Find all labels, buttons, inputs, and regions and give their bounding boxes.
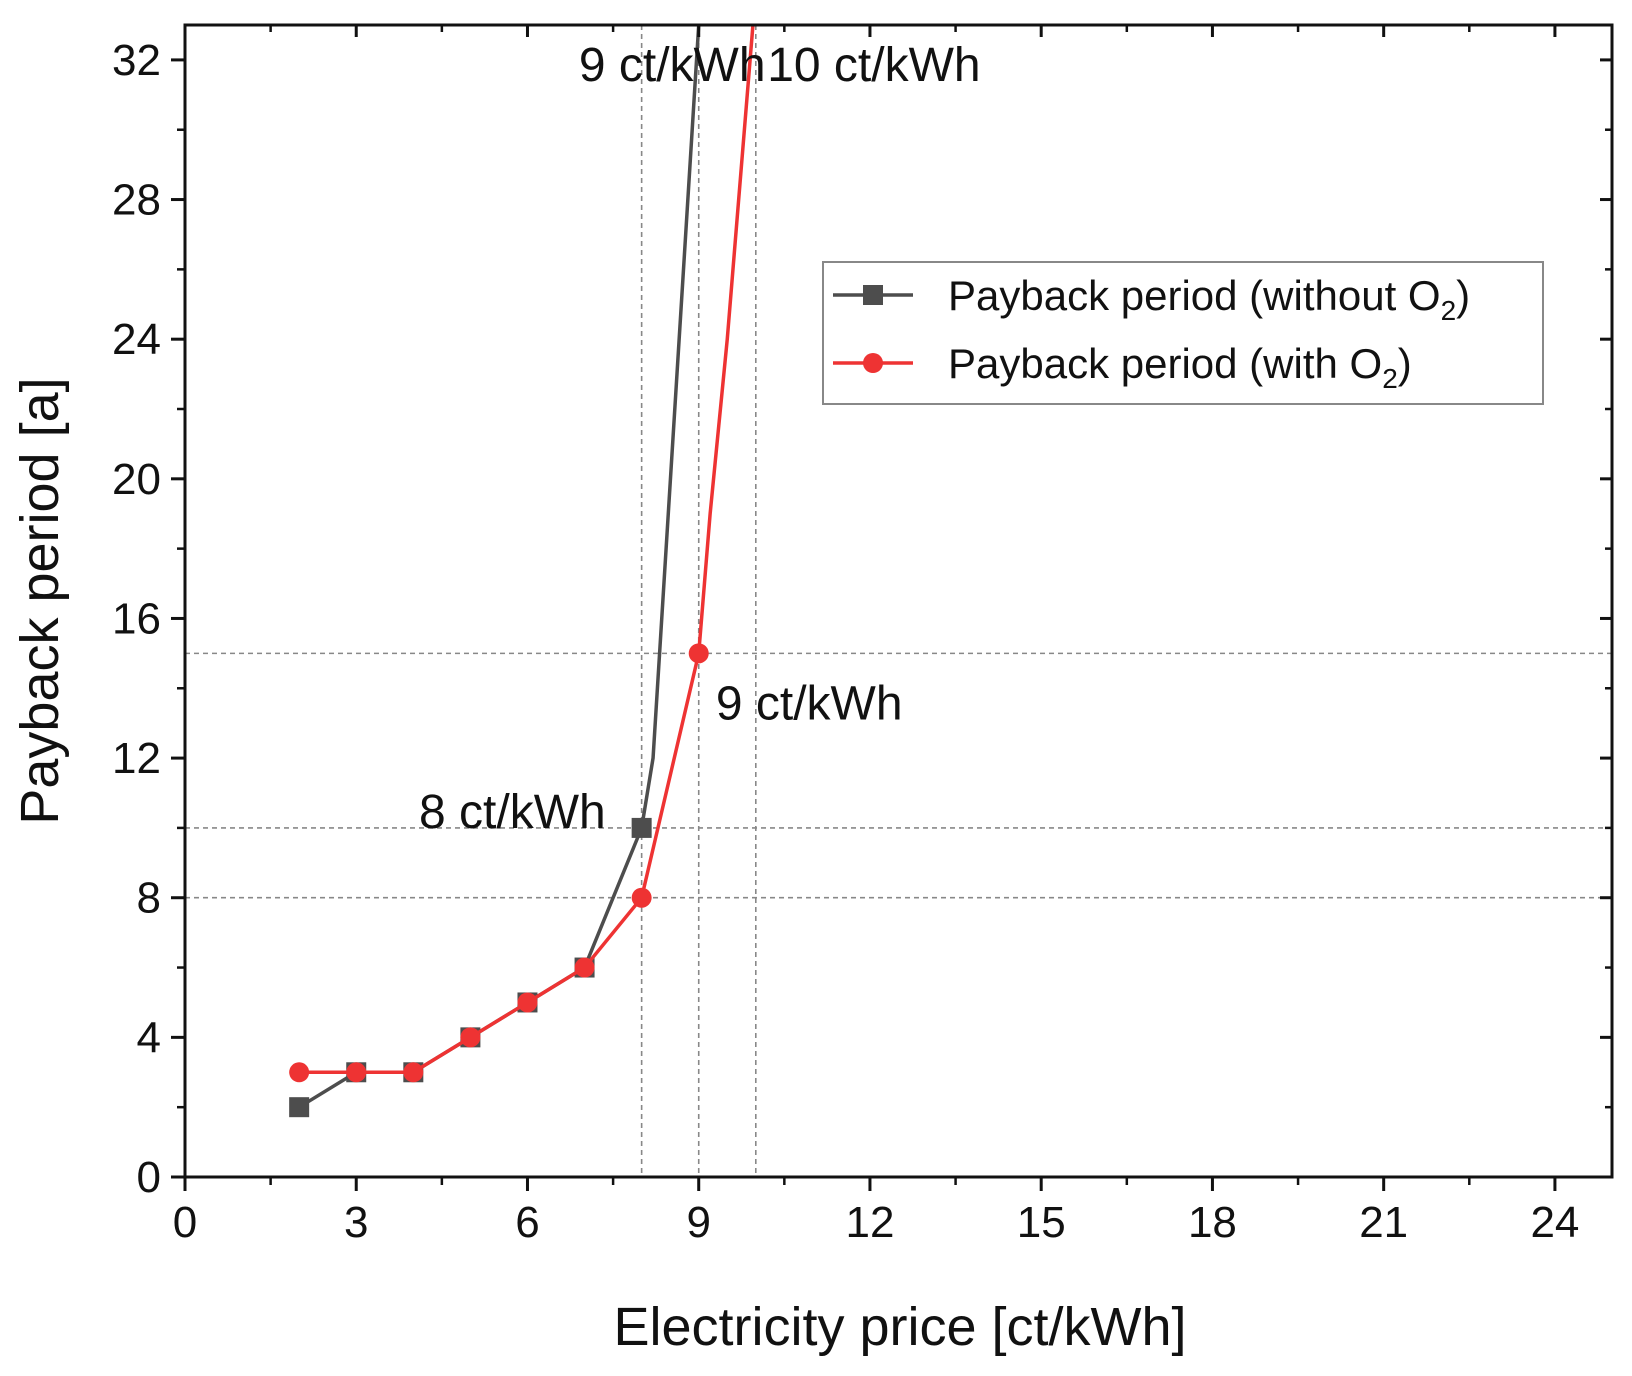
y-tick-label: 20 [112,455,161,504]
price-annotation: 9 ct/kWh [579,39,766,92]
legend-box [822,261,1544,405]
legend-marker-circle [863,353,883,373]
y-tick-label: 8 [137,874,161,923]
x-tick-label: 18 [1188,1198,1237,1247]
series-layer [289,25,755,1118]
series-line-2 [299,25,755,1075]
series-point-circle [688,643,709,664]
x-axis-title: Electricity price [ct/kWh] [613,1297,1186,1357]
plot-frame [183,23,1614,1179]
x-tick-label: 24 [1530,1198,1579,1247]
legend-label: Payback period (without O2) [948,272,1470,326]
x-tick-label: 0 [173,1198,197,1247]
y-tick-label: 16 [112,594,161,643]
series-point-circle [289,1062,310,1083]
price-annotation: 9 ct/kWh [716,678,903,731]
x-tick-label: 21 [1359,1198,1408,1247]
price-annotation: 10 ct/kWh [767,39,980,92]
series-point-circle [574,957,595,978]
series-point-circle [460,1027,481,1048]
series-point-square [631,817,652,838]
y-tick-label: 32 [112,36,161,85]
y-axis-title: Payback period [a] [10,377,70,824]
y-tick-label: 0 [137,1153,161,1202]
series-point-circle [346,1062,367,1083]
x-tick-label: 9 [686,1198,710,1247]
y-tick-label: 4 [137,1013,161,1062]
series-point-circle [517,992,538,1013]
x-tick-label: 12 [845,1198,894,1247]
price-annotation: 8 ct/kWh [419,786,606,839]
axis-ticks: 0 3 6 9 12 15 18 21 24 0 4 8 12 16 20 24 28 32 [112,25,1612,1247]
series-line-1 [298,25,701,1109]
y-tick-label: 12 [112,734,161,783]
series-point-circle [403,1062,424,1083]
x-tick-label: 15 [1017,1198,1066,1247]
y-tick-label: 28 [112,176,161,225]
legend-marker-square [863,285,883,305]
x-tick-label: 6 [515,1198,539,1247]
y-tick-label: 24 [112,315,161,364]
series-point-circle [631,887,652,908]
x-tick-label: 3 [344,1198,368,1247]
legend: Payback period (without O2) Payback perio… [822,261,1544,405]
reference-lines [185,25,1612,1177]
legend-label: Payback period (with O2) [948,340,1412,394]
series-point-square [289,1097,310,1118]
